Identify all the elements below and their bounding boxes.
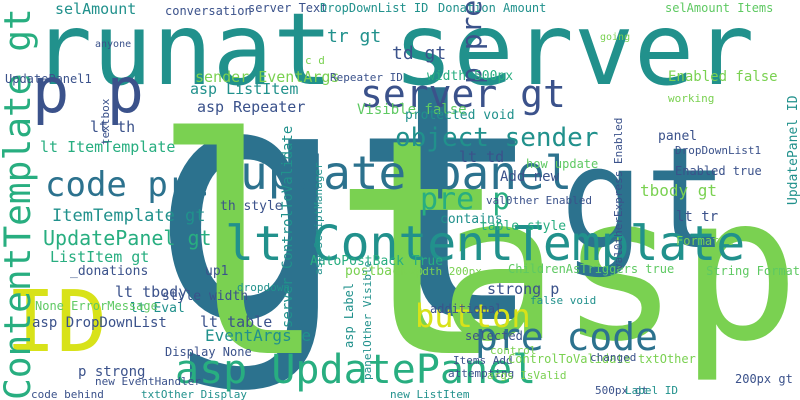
word-server-controltovalidate: server ControlToValidate bbox=[281, 126, 295, 328]
word-lt-th: lt th bbox=[90, 120, 135, 135]
word-up1: up1 bbox=[205, 265, 228, 278]
word-c-d: c d bbox=[305, 55, 325, 66]
word-eventargs-e: EventArgs e bbox=[205, 328, 311, 344]
word-lt-td: lt td bbox=[459, 150, 504, 165]
word-additional: additional bbox=[430, 303, 502, 315]
word-donations: _donations bbox=[70, 265, 148, 278]
word-asp-dropdownlist: asp DropDownList bbox=[32, 316, 167, 330]
word-lt-tr: lt tr bbox=[676, 210, 718, 224]
word-td-gt: td gt bbox=[392, 45, 446, 63]
word-updatepanel-id: UpdatePanel ID bbox=[787, 95, 800, 205]
word-dropdownlist1: DropDownList1 bbox=[675, 145, 761, 156]
word-string-format: String Format bbox=[706, 265, 800, 277]
word-panelother-visible: panelOther Visible bbox=[362, 261, 373, 380]
word-th-style: th style bbox=[220, 200, 283, 213]
word-working: working bbox=[668, 93, 714, 104]
word-display-none: Display None bbox=[165, 346, 252, 358]
word-selamount: selAmount bbox=[55, 2, 136, 17]
word-server-text: server Text bbox=[248, 2, 327, 14]
word-txtother-display: txtOther Display bbox=[141, 389, 247, 400]
word-new-listitem: new ListItem bbox=[390, 389, 469, 400]
word-how-update: how update bbox=[526, 158, 598, 170]
word-none-errormessage: None ErrorMessage bbox=[35, 300, 158, 312]
word-false-void: false void bbox=[530, 295, 596, 306]
word-asp-listitem: asp ListItem bbox=[190, 82, 298, 97]
word-conversation: conversation bbox=[165, 5, 252, 17]
word-200px-gt: 200px gt bbox=[735, 373, 793, 385]
word-asp-repeater: asp Repeater bbox=[197, 100, 305, 115]
word-enabled-true: Enabled true bbox=[675, 165, 762, 177]
word-table-style: table style bbox=[480, 220, 566, 233]
word-contenttemplate-gt: ContentTemplate gt bbox=[0, 8, 36, 400]
word-format-c: Format c bbox=[676, 235, 734, 247]
word-donation-amount: Donation Amount bbox=[438, 2, 546, 14]
word-panel: panel bbox=[658, 130, 697, 143]
word-itemtemplate-gt: ItemTemplate gt bbox=[52, 208, 206, 225]
word-textbox: textbox bbox=[100, 99, 111, 145]
word-anyone: anyone bbox=[95, 40, 131, 50]
word-selamount-items: selAmount Items bbox=[665, 2, 773, 14]
word-width-200px: width 200px bbox=[409, 266, 482, 277]
word-tr-gt: tr gt bbox=[327, 28, 381, 46]
word-changed: changed bbox=[590, 352, 636, 363]
word-valotherexpress-enabled: val0therExpress Enabled bbox=[613, 118, 624, 270]
word-listitem-gt: ListItem gt bbox=[50, 250, 149, 265]
word-protected-void: protected void bbox=[405, 109, 515, 122]
word-items-add: Items Add bbox=[453, 355, 513, 366]
word-going: going bbox=[600, 33, 630, 43]
word-args-isvalid: args IsValid bbox=[487, 370, 566, 381]
word-add-new: Add new bbox=[500, 170, 559, 184]
word-repeater-id: Repeater ID bbox=[330, 72, 403, 83]
word-asp-scriptmanager: asp ScriptManager bbox=[313, 162, 324, 275]
word-enabled-false: Enabled false bbox=[668, 70, 778, 84]
word-label-id: Label ID bbox=[625, 385, 678, 396]
word-tbody-gt: tbody gt bbox=[640, 183, 717, 199]
word-style-width: style width bbox=[162, 290, 248, 303]
word-asp-label: asp Label bbox=[343, 283, 355, 348]
word-code-pre: code pre bbox=[45, 168, 209, 202]
word-updatepanel-gt: UpdatePanel gt bbox=[43, 228, 212, 248]
word-new-eventhandler: new EventHandler bbox=[95, 376, 201, 387]
word-p-p: p p bbox=[32, 60, 144, 122]
word-code-behind: code behind bbox=[31, 389, 104, 400]
word-childrenastriggers-true: ChildrenAsTriggers true bbox=[508, 263, 674, 275]
word-updatepanel1: UpdatePanel1 bbox=[5, 73, 92, 85]
word-dropdownlist-id: DropDownList ID bbox=[320, 2, 428, 14]
word-valother-enabled: val0ther Enabled bbox=[486, 195, 592, 206]
word-selected: selected bbox=[465, 330, 523, 342]
word-width-500px: width 500px bbox=[427, 70, 513, 83]
